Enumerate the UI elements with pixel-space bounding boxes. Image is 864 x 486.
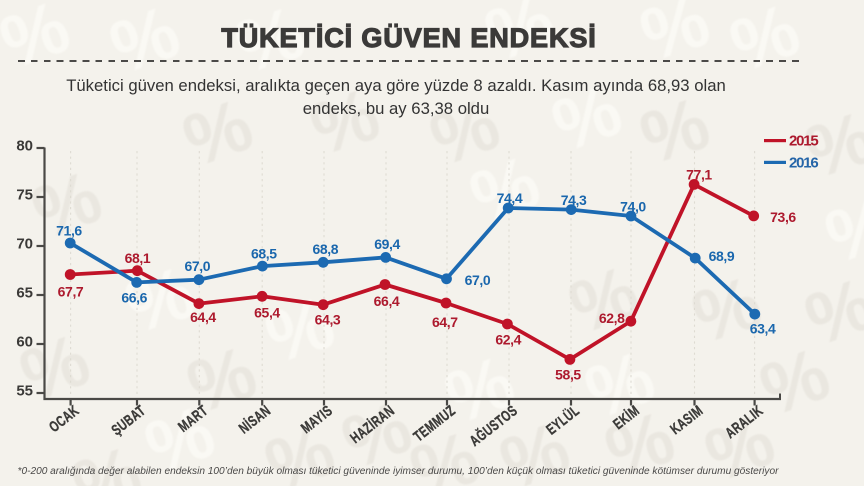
svg-text:74,4: 74,4 [497,190,523,206]
svg-text:63,4: 63,4 [750,321,776,337]
svg-text:64,7: 64,7 [432,314,458,330]
svg-text:68,9: 68,9 [709,248,735,264]
svg-text:73,6: 73,6 [770,209,796,225]
svg-text:65: 65 [16,284,33,301]
svg-text:TEMMUZ: TEMMUZ [410,402,459,445]
svg-text:74,3: 74,3 [561,192,587,208]
svg-text:66,6: 66,6 [121,289,147,305]
svg-text:HAZİRAN: HAZİRAN [347,402,398,447]
svg-text:AĞUSTOS: AĞUSTOS [466,402,520,450]
svg-text:69,4: 69,4 [374,236,400,252]
svg-text:77,1: 77,1 [686,167,712,183]
svg-text:62,4: 62,4 [495,331,521,347]
svg-text:58,5: 58,5 [555,367,581,383]
svg-text:ŞUBAT: ŞUBAT [108,402,149,439]
svg-text:68,8: 68,8 [312,241,338,257]
svg-text:70: 70 [16,235,33,252]
svg-text:66,4: 66,4 [374,293,400,309]
svg-text:75: 75 [16,186,33,203]
svg-text:60: 60 [16,333,33,350]
svg-text:2015: 2015 [789,133,818,150]
svg-text:MART: MART [175,402,211,436]
svg-text:2016: 2016 [789,154,818,171]
svg-text:71,6: 71,6 [56,223,82,239]
svg-text:MAYIS: MAYIS [297,402,335,437]
svg-text:67,7: 67,7 [58,284,84,300]
svg-text:KASIM: KASIM [667,402,706,438]
svg-text:ARALIK: ARALIK [722,402,766,442]
svg-text:80: 80 [16,137,33,154]
svg-text:EKİM: EKİM [610,402,643,433]
svg-text:67,0: 67,0 [465,272,491,288]
svg-text:EYLÜL: EYLÜL [543,402,583,438]
svg-text:OCAK: OCAK [45,402,82,436]
svg-text:68,1: 68,1 [125,250,151,266]
svg-text:68,5: 68,5 [251,245,277,261]
svg-text:67,0: 67,0 [184,258,210,274]
svg-text:55: 55 [16,382,33,399]
svg-text:65,4: 65,4 [254,304,280,320]
svg-text:64,3: 64,3 [315,312,341,328]
svg-text:NİSAN: NİSAN [235,402,273,437]
svg-text:74,0: 74,0 [620,198,646,214]
svg-text:64,4: 64,4 [190,309,216,325]
svg-text:62,8: 62,8 [599,310,625,326]
